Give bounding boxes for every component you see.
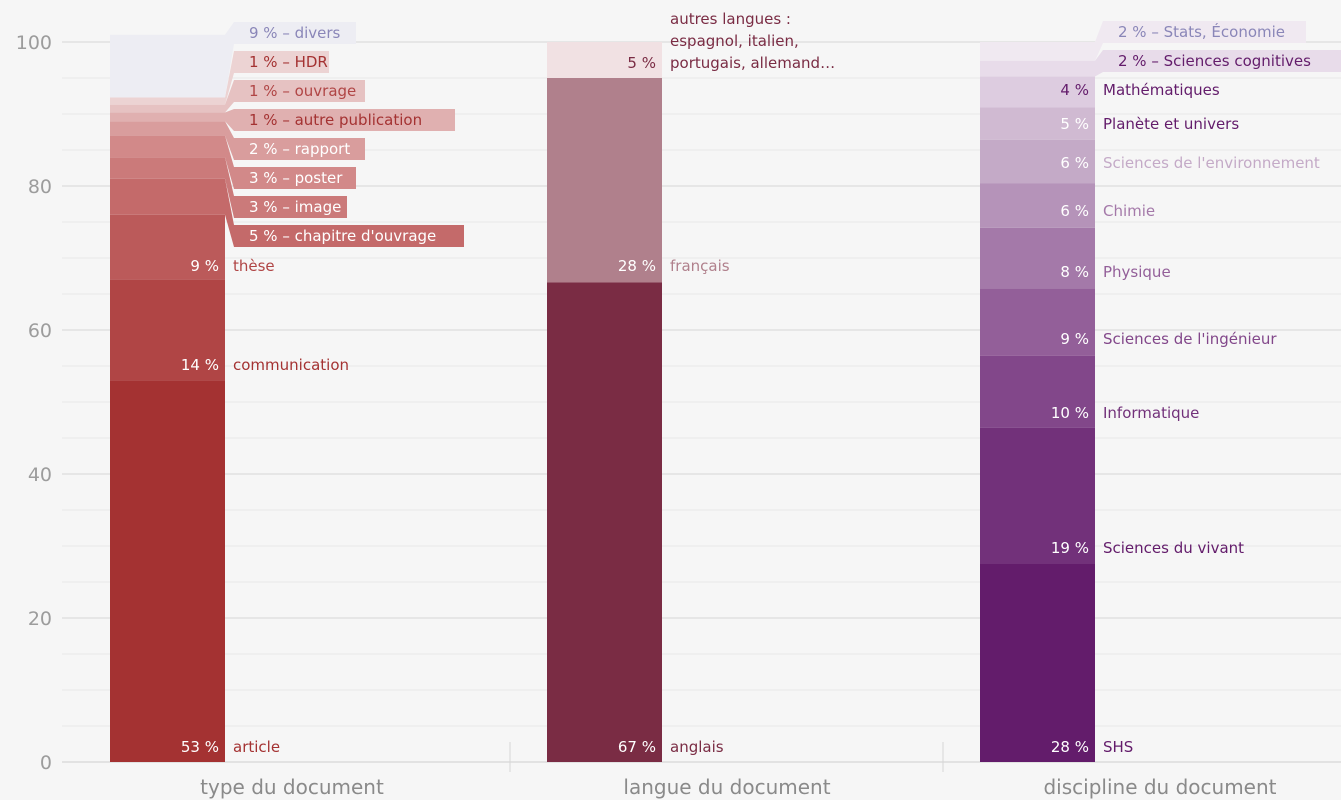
bar-segment-stats-economie: [980, 42, 1095, 61]
callout-box: [234, 138, 365, 160]
callout-label: 2 % – Sciences cognitives: [1118, 52, 1311, 70]
segment-label: Mathématiques: [1103, 81, 1220, 99]
category-label: langue du document: [623, 775, 830, 799]
segment-label: Physique: [1103, 263, 1171, 281]
segment-label: SHS: [1103, 738, 1133, 756]
segment-percent-label: 5 %: [1060, 115, 1089, 133]
callout-label: 1 % – ouvrage: [249, 82, 356, 100]
callout-connector: [225, 80, 234, 113]
category-label: discipline du document: [1043, 775, 1276, 799]
callout-box: [234, 167, 356, 189]
callout-label: 3 % – image: [249, 198, 341, 216]
bar-segment-sciences-de-l-environnement: [980, 139, 1095, 184]
bar-segment-mathematiques: [980, 76, 1095, 108]
bar-segment-ouvrage: [110, 104, 225, 113]
callout-box: [234, 109, 455, 131]
callout-box: [234, 196, 347, 218]
y-tick-label: 20: [28, 608, 52, 630]
segment-percent-label: 6 %: [1060, 154, 1089, 172]
segment-label: Sciences du vivant: [1103, 539, 1244, 557]
callout-label: 5 % – chapitre d'ouvrage: [249, 227, 436, 245]
segment-label: Chimie: [1103, 202, 1155, 220]
segment-label: français: [670, 257, 730, 275]
segment-label: Informatique: [1103, 404, 1199, 422]
segment-percent-label: 9 %: [190, 257, 219, 275]
bar-segment-shs: [980, 564, 1095, 762]
bar-segment-these: [110, 214, 225, 280]
segment-percent-label: 53 %: [181, 738, 219, 756]
segment-percent-label: 10 %: [1051, 404, 1089, 422]
callout-connector: [225, 178, 234, 247]
bar-segment-sciences-de-l-ingenieur: [980, 288, 1095, 356]
category-label: type du document: [200, 775, 384, 799]
bar-segment-rapport: [110, 121, 225, 136]
bar-segment-image: [110, 157, 225, 179]
bar-segment-article: [110, 380, 225, 762]
bar-segment-sciences-cognitives: [980, 60, 1095, 77]
callout-connector: [225, 109, 234, 131]
bar-segment-anglais: [547, 282, 662, 762]
callout-label: 2 % – rapport: [249, 140, 350, 158]
callout-connector: [1095, 50, 1103, 77]
segment-percent-label: 4 %: [1060, 81, 1089, 99]
y-tick-label: 60: [28, 320, 52, 342]
bar-segment-autre-publication: [110, 112, 225, 122]
callout-box: [1103, 21, 1306, 43]
segment-label: anglais: [670, 738, 724, 756]
segment-percent-label: 9 %: [1060, 330, 1089, 348]
segment-label: communication: [233, 356, 349, 374]
y-tick-label: 80: [28, 176, 52, 198]
callout-box: [1103, 50, 1341, 72]
segment-label-line: espagnol, italien,: [670, 32, 799, 50]
segment-percent-label: 8 %: [1060, 263, 1089, 281]
bar-segment-informatique: [980, 355, 1095, 428]
segment-percent-label: 28 %: [618, 257, 656, 275]
segment-label: Sciences de l'ingénieur: [1103, 330, 1277, 348]
callout-box: [234, 80, 365, 102]
bar-segment-chapitre-d-ouvrage: [110, 178, 225, 215]
segment-label-line: autres langues :: [670, 10, 791, 28]
callout-connector: [225, 51, 234, 105]
callout-label: 2 % – Stats, Économie: [1118, 22, 1285, 41]
callout-box: [234, 51, 329, 73]
segment-percent-label: 19 %: [1051, 539, 1089, 557]
segment-label: article: [233, 738, 280, 756]
bar-segment-francais: [547, 78, 662, 283]
y-tick-label: 100: [16, 32, 52, 54]
segment-percent-label: 6 %: [1060, 202, 1089, 220]
bar-segment-sciences-du-vivant: [980, 427, 1095, 564]
segment-label: Planète et univers: [1103, 115, 1239, 133]
callout-label: 1 % – HDR: [249, 53, 328, 71]
segment-label: thèse: [233, 257, 275, 275]
callout-connector: [225, 157, 234, 218]
callout-box: [234, 225, 464, 247]
bar-segment-autres-langues-espagnol-italien-portugais-allemand: [547, 42, 662, 78]
callout-label: 1 % – autre publication: [249, 111, 422, 129]
bar-segment-chimie: [980, 183, 1095, 228]
callout-box: [234, 22, 356, 44]
segment-percent-label: 14 %: [181, 356, 219, 374]
callout-connector: [225, 121, 234, 160]
callout-label: 9 % – divers: [249, 24, 341, 42]
bar-segment-poster: [110, 135, 225, 158]
y-tick-label: 40: [28, 464, 52, 486]
segment-label-line: portugais, allemand…: [670, 54, 835, 72]
segment-label: Sciences de l'environnement: [1103, 154, 1320, 172]
segment-percent-label: 28 %: [1051, 738, 1089, 756]
callout-connector: [225, 135, 234, 189]
callout-label: 3 % – poster: [249, 169, 343, 187]
bar-segment-physique: [980, 227, 1095, 289]
bar-segment-communication: [110, 279, 225, 381]
bar-segment-divers: [110, 34, 225, 98]
bar-segment-planete-et-univers: [980, 107, 1095, 140]
bar-segment-hdr: [110, 97, 225, 105]
segment-percent-label: 5 %: [627, 54, 656, 72]
y-tick-label: 0: [40, 752, 52, 774]
callout-connector: [225, 22, 234, 98]
callout-connector: [1095, 21, 1103, 61]
segment-percent-label: 67 %: [618, 738, 656, 756]
